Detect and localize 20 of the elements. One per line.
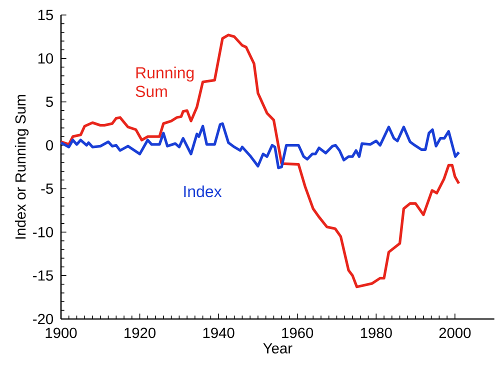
x-tick-label: 1980	[360, 328, 392, 338]
line-series	[60, 34, 460, 288]
y-tick-label: -20	[33, 314, 54, 324]
y-axis-title: Index or Running Sum	[14, 95, 29, 239]
x-tick-label: 2000	[439, 328, 471, 338]
y-tick-label: -15	[33, 270, 53, 281]
y-tick-label: -5	[41, 184, 53, 194]
series-label: Running Sum	[136, 66, 194, 98]
y-tick-label: 0	[46, 140, 54, 150]
line-series	[60, 122, 460, 170]
y-tick-label: 15	[38, 10, 53, 20]
x-tick-label: 1940	[203, 328, 234, 338]
x-tick-label: 1920	[124, 328, 156, 338]
y-tick-label: 10	[38, 53, 54, 64]
x-tick-label: 1900	[46, 328, 77, 338]
x-axis-title: Year	[263, 343, 292, 354]
x-tick-label: 1960	[282, 328, 314, 338]
text: Index	[184, 185, 222, 198]
y-tick-label: -10	[33, 226, 54, 238]
y-tick-label: 5	[46, 96, 53, 107]
